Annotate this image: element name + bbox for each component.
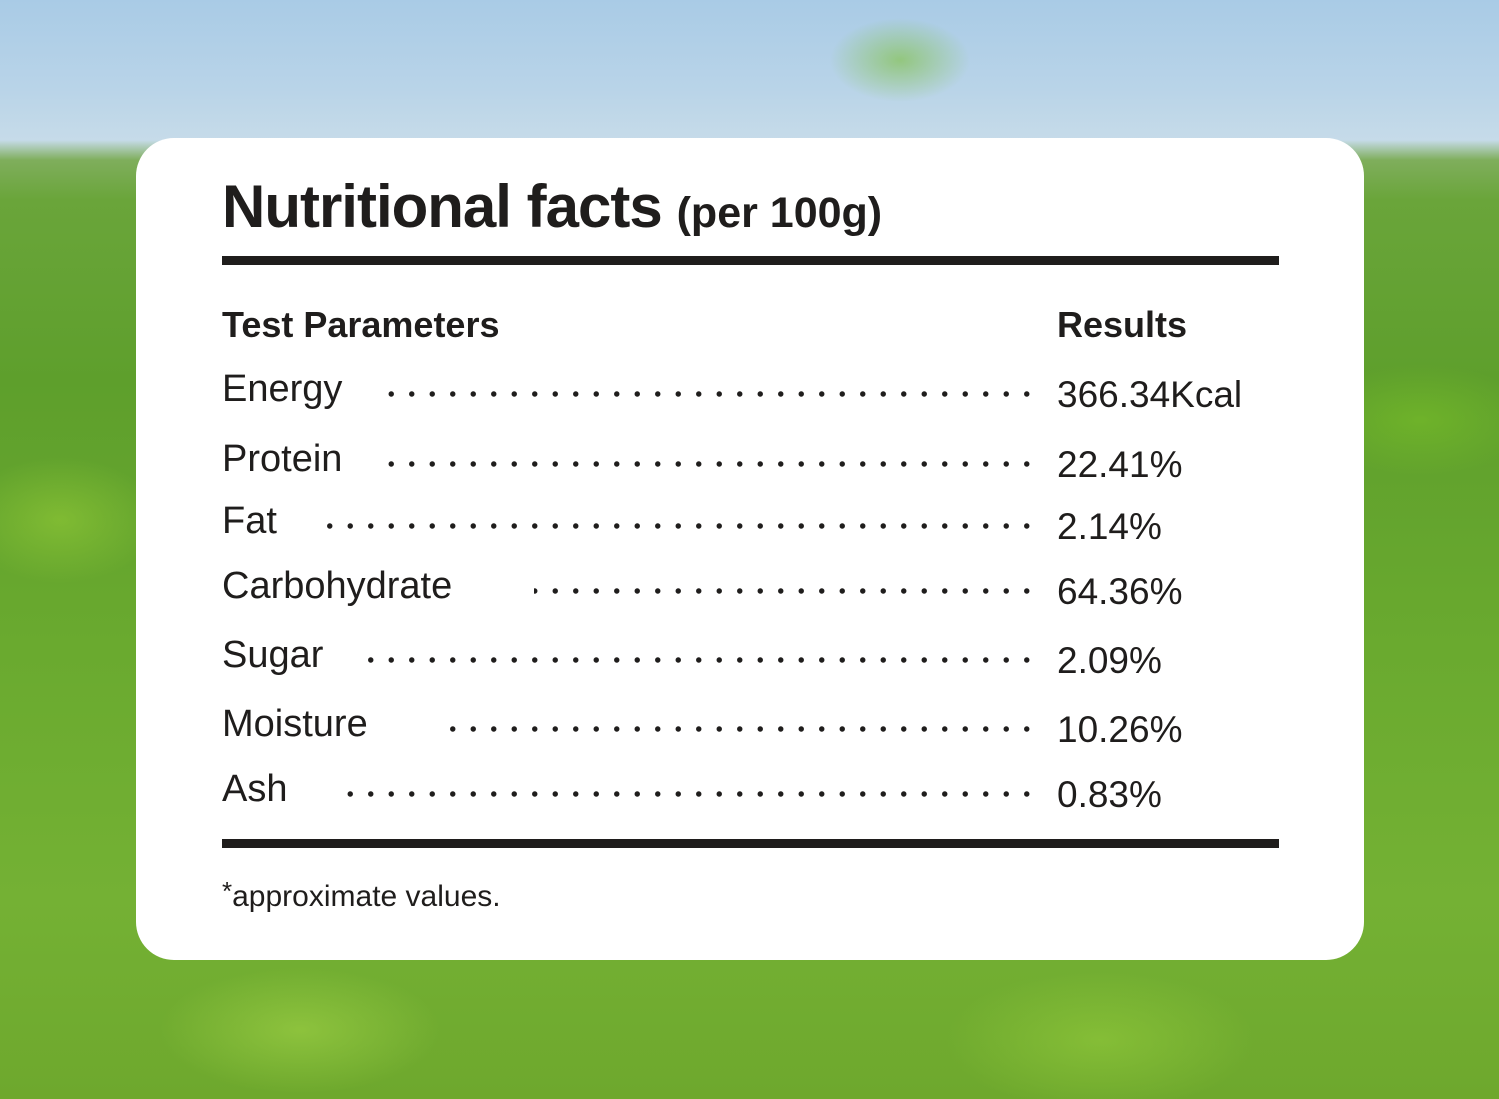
top-divider: [222, 256, 1279, 265]
footnote: *approximate values.: [222, 876, 501, 914]
row-value: 64.36%: [1057, 571, 1183, 612]
row-value: 22.41%: [1057, 444, 1183, 485]
dot-leader: [448, 703, 1037, 749]
dot-leader: [386, 438, 1037, 484]
footnote-asterisk: *: [222, 876, 233, 906]
dot-leader: [344, 768, 1037, 814]
row-label: Protein: [222, 438, 343, 480]
title-unit: (per 100g): [676, 189, 883, 237]
nutrition-card: Nutritional facts (per 100g) Test Parame…: [136, 138, 1364, 960]
table-row: Protein 22.41%: [222, 438, 1279, 485]
row-label: Energy: [222, 368, 343, 410]
dot-leader: [365, 634, 1037, 680]
row-label: Fat: [222, 500, 277, 542]
card-title: Nutritional facts (per 100g): [222, 172, 882, 241]
row-value: 2.09%: [1057, 640, 1162, 681]
title-text: Nutritional facts: [222, 173, 663, 240]
row-label: Carbohydrate: [222, 565, 453, 607]
row-value: 2.14%: [1057, 506, 1162, 547]
table-row: Energy 366.34Kcal: [222, 368, 1279, 415]
bottom-divider: [222, 839, 1279, 848]
table-header: Test Parameters Results: [222, 304, 1279, 348]
table-row: Moisture 10.26%: [222, 703, 1279, 750]
table-row: Ash 0.83%: [222, 768, 1279, 815]
dot-leader: [324, 500, 1037, 546]
table-row: Fat 2.14%: [222, 500, 1279, 547]
footnote-text: approximate values.: [232, 880, 501, 913]
row-label: Sugar: [222, 634, 324, 676]
header-test-parameters: Test Parameters: [222, 304, 500, 345]
row-value: 0.83%: [1057, 774, 1162, 815]
row-label: Moisture: [222, 703, 368, 745]
table-row: Carbohydrate 64.36%: [222, 565, 1279, 612]
row-value: 366.34Kcal: [1057, 374, 1243, 415]
row-label: Ash: [222, 768, 288, 810]
row-value: 10.26%: [1057, 709, 1183, 750]
table-row: Sugar 2.09%: [222, 634, 1279, 681]
dot-leader: [386, 368, 1037, 414]
dot-leader: [534, 565, 1037, 611]
header-results: Results: [1057, 304, 1188, 345]
